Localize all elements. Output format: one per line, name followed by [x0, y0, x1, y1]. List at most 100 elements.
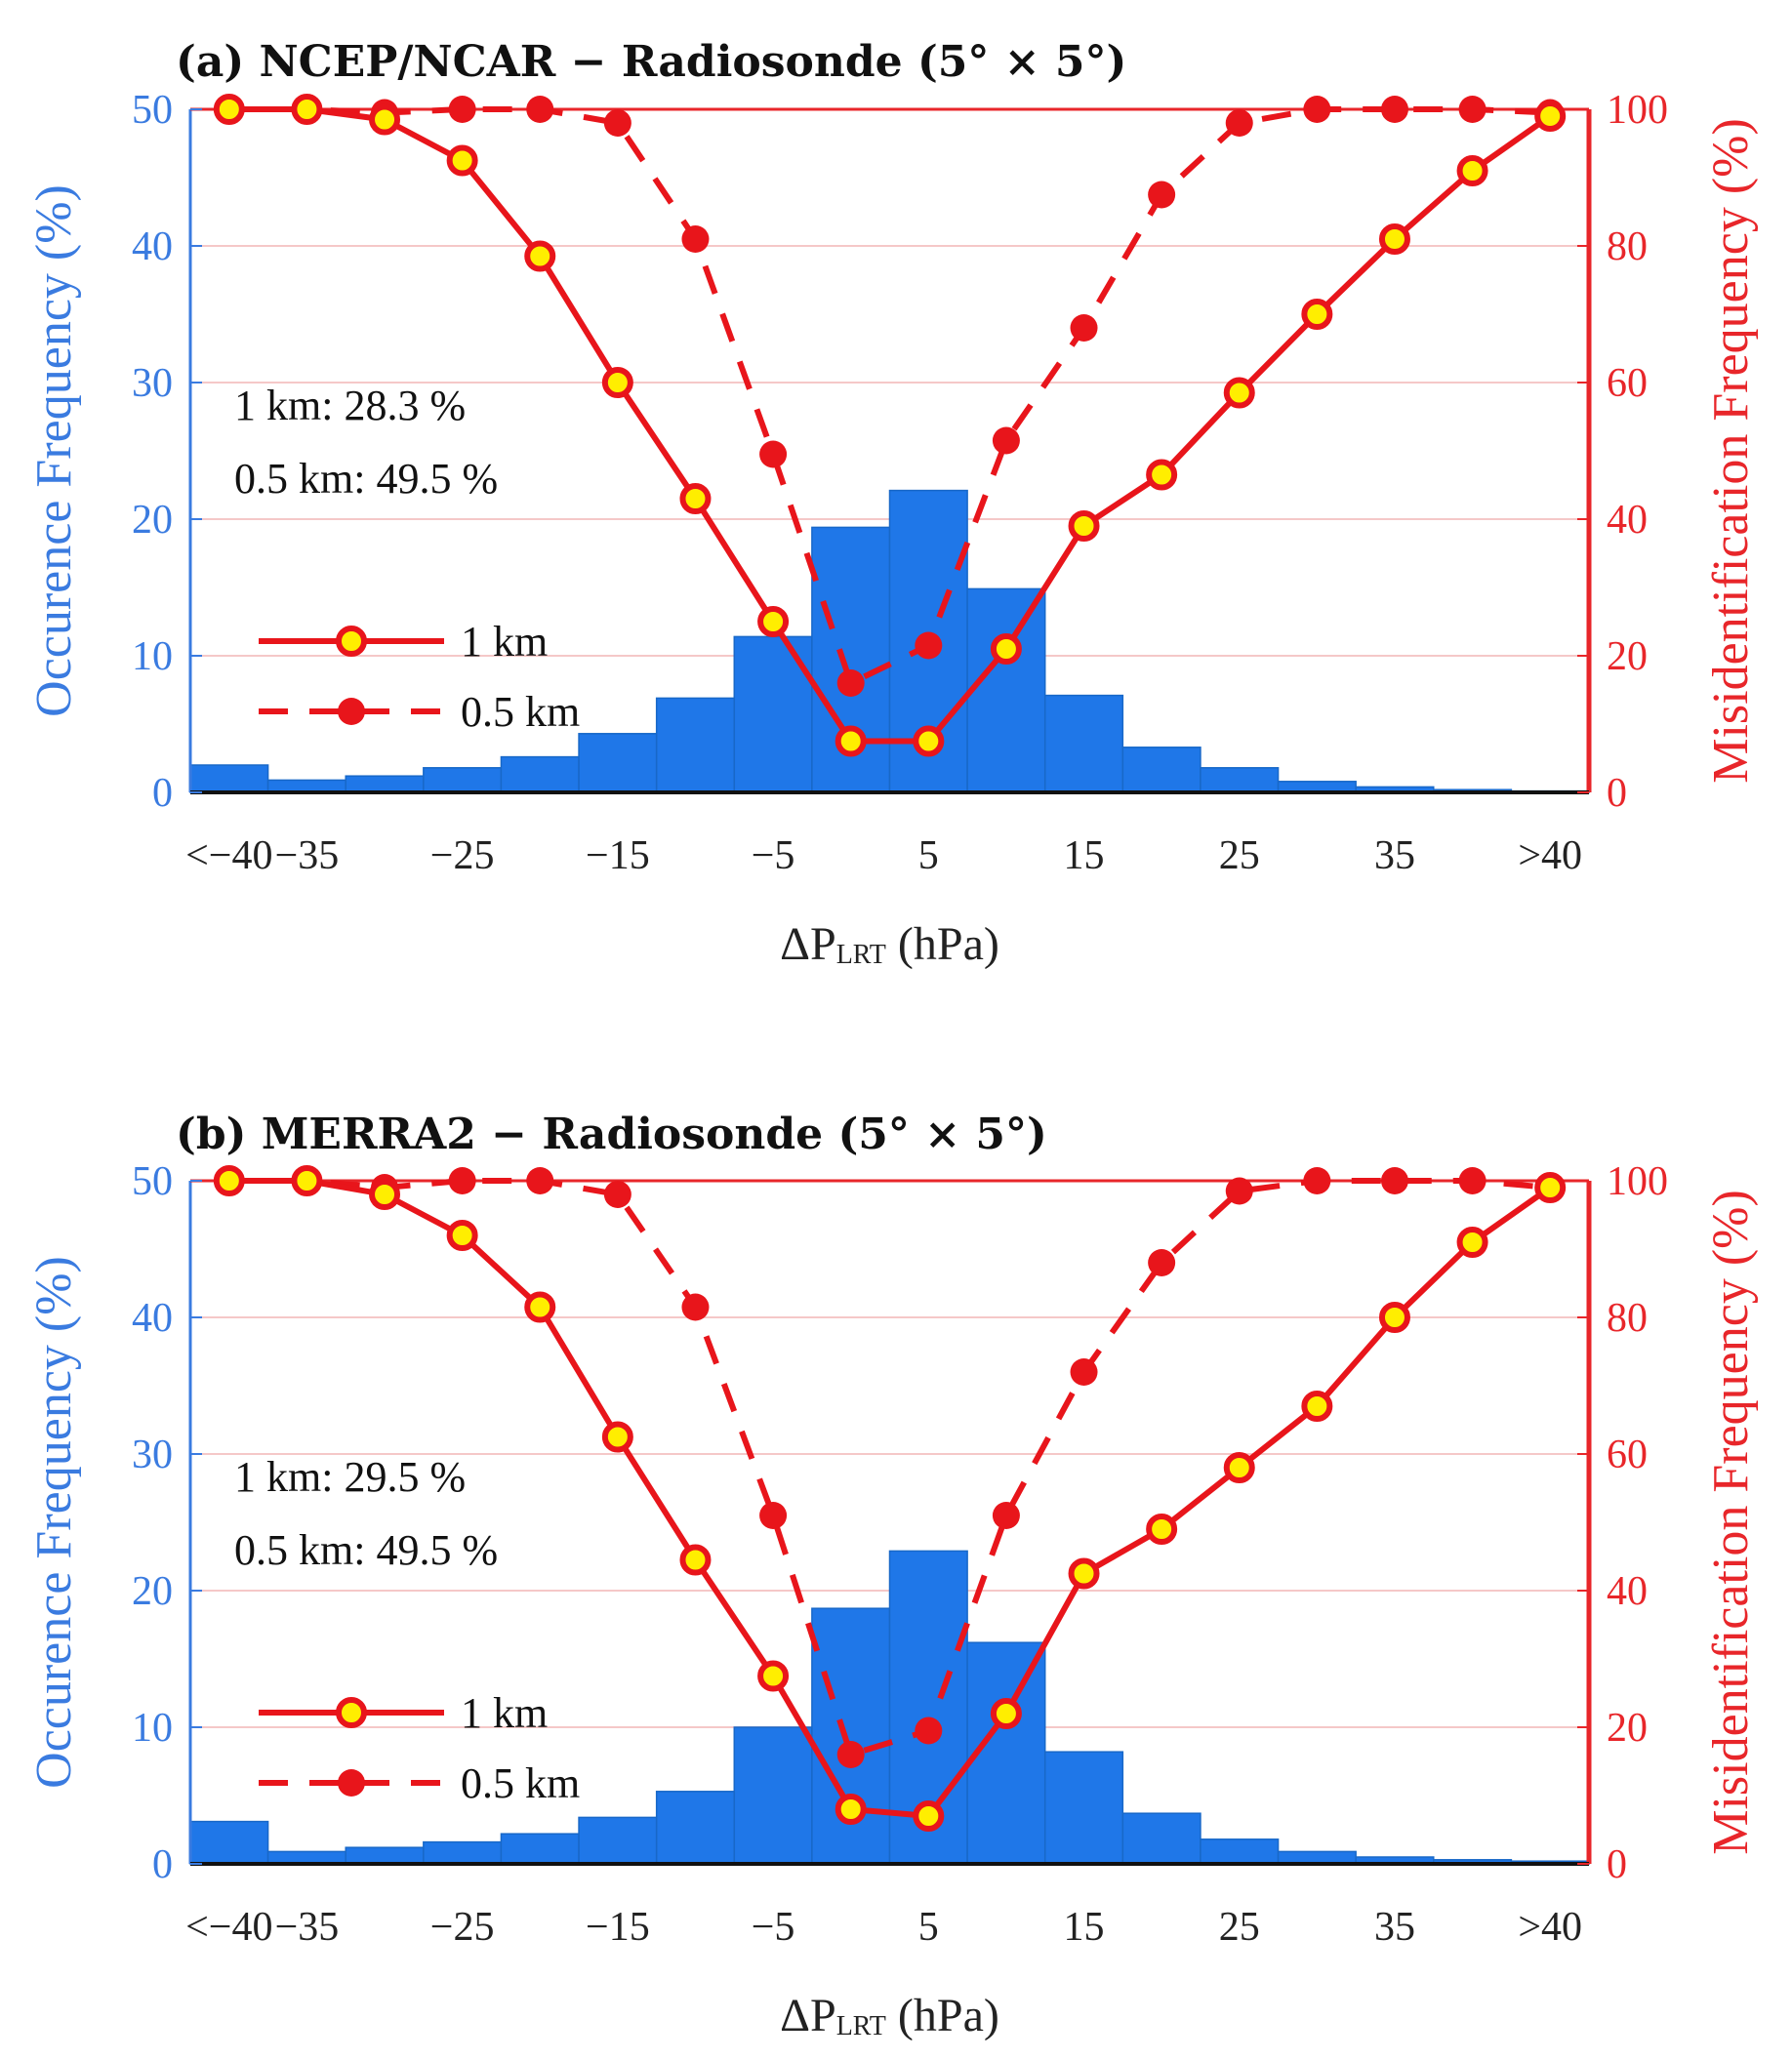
annotation-text: 0.5 km: 49.5 %: [234, 455, 498, 503]
histogram-bar: [966, 587, 1046, 793]
histogram-bar: [1121, 747, 1201, 793]
histogram-bar: [423, 767, 503, 793]
x-axis-label: ΔPLRT (hPa): [780, 918, 999, 970]
x-tick-label: −35: [275, 833, 340, 878]
left-axis-label: Occurence Frequency (%): [26, 184, 82, 717]
x-tick-label: <−40: [185, 1905, 272, 1950]
marker-1km: [601, 367, 633, 398]
marker-0-5km: [1303, 96, 1331, 123]
x-tick-label: >40: [1518, 833, 1582, 878]
left-tick-label: 20: [132, 1569, 173, 1614]
x-tick-label: 35: [1374, 833, 1415, 878]
marker-1km: [835, 1794, 867, 1825]
marker-1km: [1301, 1391, 1333, 1422]
marker-1km: [369, 103, 401, 136]
marker-1km: [1534, 101, 1567, 132]
marker-1km: [369, 1179, 401, 1210]
chart-title: (b) MERRA2 − Radiosonde (5° × 5°): [176, 1110, 1047, 1159]
x-tick-label: −25: [430, 1905, 495, 1950]
x-tick-label: −5: [752, 1905, 795, 1950]
marker-1km: [1146, 1514, 1178, 1545]
marker-1km: [1223, 1452, 1255, 1483]
x-tick-label: 35: [1374, 1905, 1415, 1950]
marker-0-5km: [448, 96, 476, 123]
marker-0-5km: [1070, 1358, 1098, 1386]
marker-1km: [1223, 377, 1255, 409]
right-axis-label: Misidentification Frequency (%): [1703, 1190, 1759, 1855]
marker-0-5km: [603, 109, 631, 137]
left-tick-label: 40: [132, 1296, 173, 1341]
x-tick-label: 25: [1219, 1905, 1260, 1950]
histogram-bar: [811, 1607, 891, 1865]
left-tick-label: 40: [132, 224, 173, 269]
histogram-bar: [655, 697, 736, 793]
marker-1km: [913, 1800, 945, 1832]
marker-1km: [1456, 155, 1488, 186]
x-axis-label-unit: (hPa): [898, 1990, 999, 2041]
marker-0-5km: [1148, 1249, 1176, 1276]
annotation-text: 1 km: 29.5 %: [234, 1453, 466, 1501]
marker-1km: [1534, 1172, 1567, 1203]
left-axis-label: Occurence Frequency (%): [26, 1256, 82, 1789]
marker-0-5km: [915, 1717, 943, 1745]
x-axis-label-symbol: ΔP: [780, 1990, 836, 2041]
histogram-bar: [345, 775, 425, 793]
marker-1km: [524, 240, 556, 272]
x-axis-label-subscript: LRT: [836, 940, 886, 970]
x-axis-label-symbol: ΔP: [780, 918, 836, 970]
marker-0-5km: [1380, 96, 1408, 123]
right-axis-label: Misidentification Frequency (%): [1703, 118, 1759, 784]
x-tick-label: −25: [430, 833, 495, 878]
chart-title: (a) NCEP/NCAR − Radiosonde (5° × 5°): [176, 37, 1126, 87]
x-tick-label: >40: [1518, 1905, 1582, 1950]
marker-0-5km: [992, 426, 1020, 455]
right-tick-label: 100: [1607, 1159, 1668, 1204]
legend-label-0-5km: 0.5 km: [461, 1759, 580, 1807]
right-tick-label: 0: [1607, 1842, 1627, 1887]
left-tick-label: 30: [132, 1433, 173, 1477]
panel-a: 0 10 20 30 40 50 0 20 40 60 80 100 <−40 −35 −25 −15 −5 5 1…: [26, 37, 1759, 970]
marker-0-5km: [836, 669, 865, 697]
marker-0-5km: [759, 440, 788, 468]
legend-marker-0-5km: [338, 698, 365, 725]
histogram-bar: [500, 1833, 580, 1865]
marker-1km: [1301, 299, 1333, 330]
marker-1km: [213, 1165, 245, 1196]
marker-1km: [835, 725, 867, 757]
marker-1km: [1146, 459, 1178, 491]
left-tick-label: 30: [132, 361, 173, 406]
marker-1km: [213, 94, 245, 125]
x-axis-label: ΔPLRT (hPa): [780, 1990, 999, 2041]
marker-0-5km: [526, 1167, 554, 1194]
histogram-bar: [1043, 694, 1124, 793]
left-tick-label: 50: [132, 1159, 173, 1204]
right-tick-label: 60: [1607, 1433, 1648, 1477]
x-tick-label: −35: [275, 1905, 340, 1950]
legend-label-0-5km: 0.5 km: [461, 688, 580, 736]
marker-1km: [757, 606, 790, 637]
marker-1km: [1068, 510, 1100, 542]
right-tick-label: 100: [1607, 88, 1668, 133]
marker-0-5km: [836, 1741, 865, 1768]
legend-marker-1km: [336, 1697, 367, 1728]
histogram-bar: [578, 733, 658, 793]
right-tick-label: 0: [1607, 771, 1627, 816]
right-tick-label: 60: [1607, 361, 1648, 406]
marker-1km: [1068, 1557, 1100, 1590]
x-tick-label: 5: [918, 833, 939, 878]
x-tick-label: 5: [918, 1905, 939, 1950]
marker-0-5km: [681, 1293, 710, 1321]
marker-0-5km: [1458, 1167, 1487, 1194]
left-tick-label: 50: [132, 88, 173, 133]
marker-1km: [1456, 1227, 1488, 1258]
left-tick-label: 0: [152, 1842, 173, 1887]
x-tick-label: 15: [1064, 1905, 1105, 1950]
right-tick-label: 20: [1607, 634, 1648, 679]
left-tick-label: 0: [152, 771, 173, 816]
right-tick-label: 20: [1607, 1706, 1648, 1751]
marker-1km: [524, 1291, 556, 1323]
marker-0-5km: [603, 1181, 631, 1208]
x-tick-label: −15: [586, 833, 650, 878]
annotation-text: 1 km: 28.3 %: [234, 382, 466, 429]
